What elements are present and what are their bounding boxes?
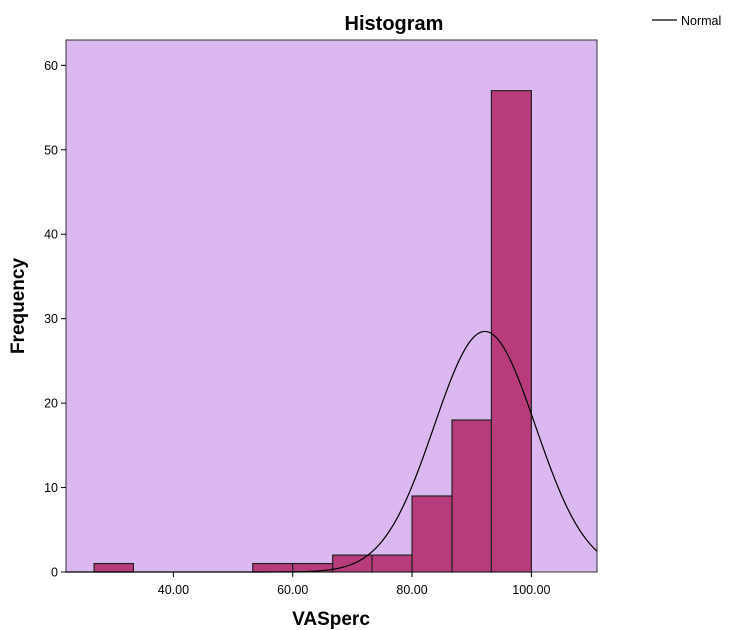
y-tick-label: 20	[44, 397, 58, 411]
x-axis: 40.00 60.00 80.00 100.00	[158, 572, 551, 597]
y-tick-label: 60	[44, 59, 58, 73]
y-axis-label: Frequency	[8, 258, 29, 355]
histogram-bar	[411, 495, 453, 573]
chart-title: Histogram	[345, 13, 444, 35]
x-axis-label: VASperc	[292, 609, 370, 630]
normal-curve	[66, 330, 598, 573]
legend-normal-label: Normal	[681, 14, 721, 28]
histogram-bar	[371, 554, 413, 573]
legend: Normal	[652, 14, 721, 28]
y-tick-label: 50	[44, 143, 58, 157]
x-tick-label: 100.00	[512, 583, 550, 597]
histogram-bars	[93, 90, 532, 573]
y-tick-label: 40	[44, 228, 58, 242]
y-axis: 0 10 20 30 40 50 60	[44, 59, 66, 580]
x-tick-label: 40.00	[158, 583, 189, 597]
y-tick-label: 30	[44, 312, 58, 326]
histogram-bar	[451, 419, 492, 573]
x-tick-label: 60.00	[277, 583, 308, 597]
histogram-bar	[252, 562, 294, 573]
x-tick-label: 80.00	[396, 583, 427, 597]
histogram-bar	[93, 562, 135, 573]
y-tick-label: 0	[51, 566, 58, 580]
histogram-bar	[490, 90, 532, 573]
y-tick-label: 10	[44, 481, 58, 495]
